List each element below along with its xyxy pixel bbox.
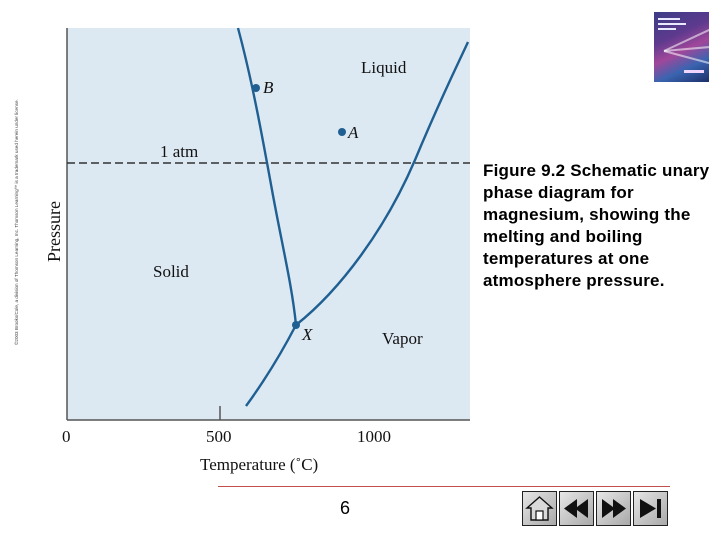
end-icon bbox=[640, 499, 661, 518]
home-icon bbox=[525, 496, 554, 521]
point-a-label: A bbox=[347, 123, 359, 142]
point-b bbox=[252, 84, 260, 92]
solid-liquid-curve bbox=[236, 27, 298, 326]
end-button[interactable] bbox=[633, 491, 668, 526]
vapor-region-label: Vapor bbox=[382, 329, 423, 348]
point-a bbox=[338, 128, 346, 136]
solid-region-label: Solid bbox=[153, 262, 189, 281]
footer-rule bbox=[218, 486, 670, 487]
point-x-label: X bbox=[301, 325, 313, 344]
home-button[interactable] bbox=[522, 491, 557, 526]
x-tick-label-500: 500 bbox=[206, 427, 232, 446]
x-tick-label-1000: 1000 bbox=[357, 427, 391, 446]
next-button[interactable] bbox=[596, 491, 631, 526]
plot-area bbox=[67, 28, 470, 420]
point-b-label: B bbox=[263, 78, 274, 97]
book-cover-image bbox=[654, 12, 709, 82]
liquid-vapor-curve bbox=[295, 41, 470, 326]
figure-caption: Figure 9.2 Schematic unary phase diagram… bbox=[483, 161, 710, 290]
x-tick-label-0: 0 bbox=[62, 427, 71, 446]
point-x bbox=[292, 321, 300, 329]
x-axis-label: Temperature (˚C) bbox=[200, 455, 318, 474]
rewind-icon bbox=[564, 499, 588, 518]
previous-button[interactable] bbox=[559, 491, 594, 526]
solid-vapor-curve bbox=[245, 324, 298, 407]
liquid-region-label: Liquid bbox=[361, 58, 407, 77]
page-number: 6 bbox=[340, 498, 351, 518]
forward-icon bbox=[602, 499, 626, 518]
one-atm-label: 1 atm bbox=[160, 142, 198, 161]
y-axis-label: Pressure bbox=[44, 201, 64, 262]
